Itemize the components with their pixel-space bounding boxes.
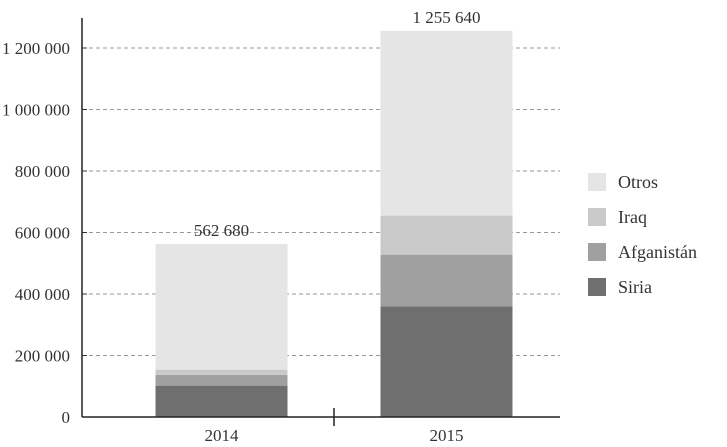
y-tick-label: 800 000	[15, 162, 70, 181]
y-tick-label: 0	[62, 408, 71, 427]
legend-swatch	[588, 173, 606, 191]
y-axis-tick-labels: 0 200 000 400 000 600 000 800 000 1 000 000 1 …	[2, 39, 70, 427]
x-axis-tick-labels: 2014 2015	[205, 426, 464, 445]
y-tick-label: 1 000 000	[2, 101, 70, 120]
bar-stacks	[155, 30, 513, 417]
bar-segment-otros-2015	[380, 30, 513, 216]
legend-swatch	[588, 243, 606, 261]
legend-swatch	[588, 208, 606, 226]
legend-label: Iraq	[618, 207, 647, 227]
y-tick-label: 1 200 000	[2, 39, 70, 58]
bar-total-label: 1 255 640	[413, 8, 481, 27]
bar-total-labels: 562 680 1 255 640	[194, 8, 481, 240]
y-tick-label: 600 000	[15, 224, 70, 243]
bar-segment-siria-2014	[155, 385, 288, 417]
legend-item-otros: Otros	[588, 172, 658, 192]
x-tick-label: 2015	[430, 426, 464, 445]
legend-label: Siria	[618, 277, 652, 297]
legend-item-afganistn: Afganistán	[588, 242, 697, 262]
x-tick-label: 2014	[205, 426, 240, 445]
bar-segment-otros-2014	[155, 243, 288, 370]
legend-item-siria: Siria	[588, 277, 652, 297]
bar-segment-afganistn-2014	[155, 374, 288, 386]
bar-segment-afganistn-2015	[380, 254, 513, 307]
y-tick-label: 400 000	[15, 285, 70, 304]
bar-segment-iraq-2015	[380, 215, 513, 255]
legend-label: Afganistán	[618, 242, 697, 262]
y-tick-label: 200 000	[15, 347, 70, 366]
legend-label: Otros	[618, 172, 658, 192]
bar-segment-iraq-2014	[155, 369, 288, 375]
axes	[81, 18, 560, 426]
legend-item-iraq: Iraq	[588, 207, 647, 227]
bar-segment-siria-2015	[380, 306, 513, 417]
legend: Otros Iraq Afganistán Siria	[588, 172, 697, 297]
bar-total-label: 562 680	[194, 221, 249, 240]
legend-swatch	[588, 278, 606, 296]
